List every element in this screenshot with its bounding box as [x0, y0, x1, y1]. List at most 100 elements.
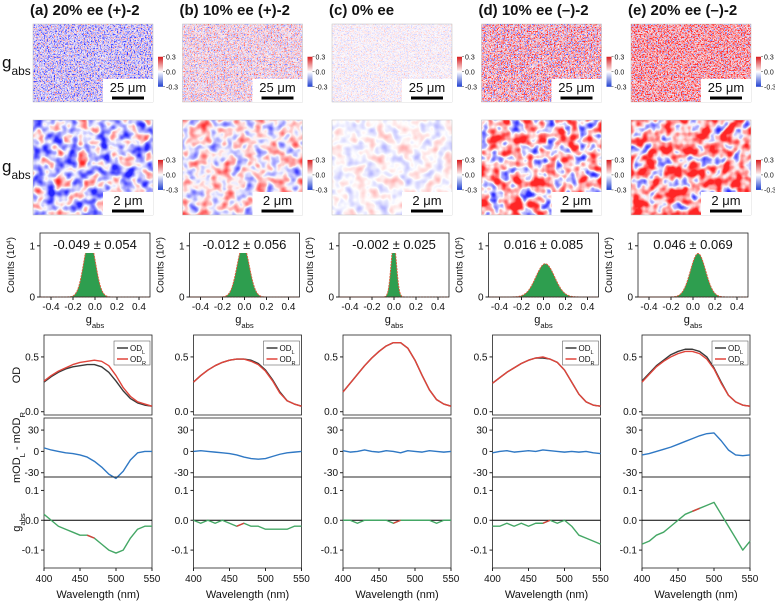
- x-tick-label: 0.2: [409, 302, 423, 313]
- series-line: [193, 450, 302, 460]
- scale-bar-box: [551, 79, 602, 102]
- scale-bar-label: 25 μm: [259, 80, 295, 95]
- x-tick-label: 0.2: [110, 302, 124, 313]
- x-tick-label: 0.4: [431, 302, 445, 313]
- y-axis-label-part: ): [305, 237, 316, 240]
- legend-label-part: R: [591, 361, 595, 367]
- x-axis-label-part: abs: [92, 321, 105, 330]
- annotation: 0.046 ± 0.069: [653, 237, 732, 252]
- y-tick-label: 0.1: [324, 486, 338, 497]
- y-tick-label: 0.5: [324, 352, 338, 363]
- y-axis-label-part: 4: [155, 240, 162, 244]
- series-line: [692, 507, 700, 512]
- legend-box: [562, 340, 599, 366]
- panel-title: (a) 20% ee (+)-2: [30, 2, 140, 19]
- colorbar-tick-label: -0.3: [764, 187, 775, 194]
- y-tick-label: 0: [328, 293, 334, 304]
- y-tick-label: 30: [177, 426, 189, 437]
- row-label: gabs: [2, 53, 31, 78]
- x-tick-label: 400: [185, 574, 202, 585]
- legend-label: ODR: [130, 355, 146, 367]
- series-line: [641, 350, 751, 407]
- x-tick-label: 0.2: [260, 302, 274, 313]
- plot-frame: [342, 476, 452, 569]
- y-tick-label: 0.5: [175, 352, 189, 363]
- y-tick-label: 0.1: [474, 486, 488, 497]
- x-axis-label-part: abs: [241, 321, 254, 330]
- y-tick-label: 0.5: [25, 352, 39, 363]
- x-axis-label: Wavelength (nm): [505, 589, 588, 601]
- x-tick-label: 400: [484, 574, 501, 585]
- colorbar-tick-label: -0.3: [316, 84, 328, 91]
- y-tick-label: -0.1: [321, 546, 339, 557]
- colorbar-tick-label: -0.3: [465, 187, 477, 194]
- y-tick-label: 0.0: [324, 516, 338, 527]
- series-line: [193, 358, 302, 407]
- y-axis-label-part: Counts (10: [455, 244, 466, 293]
- row-label-part: g: [2, 157, 11, 176]
- y-tick-label: -30: [623, 468, 638, 479]
- colorbar-tick-label: 0.0: [316, 172, 326, 179]
- y-tick-label: 30: [28, 426, 40, 437]
- scale-bar-box: [103, 192, 153, 215]
- panel-title: (b) 10% ee (+)-2: [180, 2, 290, 19]
- y-tick-label: 30: [476, 426, 488, 437]
- plot-frame: [43, 334, 153, 416]
- colorbar-tick-label: -0.3: [166, 84, 178, 91]
- y-axis-label: Counts (104): [454, 237, 466, 293]
- y-axis-label-part: Counts (10: [6, 244, 17, 293]
- scale-bar-label: 25 μm: [409, 80, 445, 95]
- y-axis-label-part: ): [604, 237, 615, 240]
- x-axis-label: gabs: [534, 314, 553, 330]
- x-tick-label: 0.4: [730, 302, 744, 313]
- x-tick-label: 0.4: [132, 302, 146, 313]
- x-tick-label: 450: [72, 574, 89, 585]
- y-axis-label: gabs: [11, 513, 27, 532]
- y-tick-label: -30: [324, 468, 339, 479]
- x-tick-label: -0.4: [192, 302, 210, 313]
- plot-frame: [342, 334, 452, 416]
- y-tick-label: 0: [631, 447, 637, 458]
- y-tick-label: 1: [29, 241, 35, 252]
- x-axis-label-part: g: [235, 314, 241, 326]
- scale-bar-box: [103, 79, 153, 102]
- colorbar: [307, 56, 313, 87]
- x-tick-label: 550: [443, 574, 460, 585]
- colorbar: [606, 159, 612, 190]
- x-tick-label: 0.4: [581, 302, 595, 313]
- series-line: [193, 519, 302, 530]
- plot-frame: [492, 417, 601, 478]
- y-tick-label: 0: [332, 447, 338, 458]
- colorbar: [756, 56, 761, 87]
- y-tick-label: -30: [25, 468, 40, 479]
- legend-label-part: L: [591, 350, 594, 356]
- legend-box: [113, 340, 151, 366]
- x-axis-label-part: abs: [540, 321, 553, 330]
- x-axis-label-part: Wavelength (nm): [206, 589, 289, 601]
- colorbar-tick-label: 0.0: [465, 172, 475, 179]
- colorbar: [756, 159, 761, 190]
- plot-frame: [641, 334, 751, 416]
- y-axis-label-part: 4: [6, 240, 13, 244]
- colorbar: [158, 159, 163, 190]
- x-axis-label-part: g: [385, 314, 391, 326]
- y-tick-label: 0.0: [25, 407, 39, 418]
- plot-frame: [193, 417, 302, 478]
- x-tick-label: 450: [371, 574, 388, 585]
- colorbar-tick-label: 0.0: [615, 69, 625, 76]
- x-tick-label: 400: [634, 574, 651, 585]
- legend-label: ODL: [579, 344, 594, 356]
- x-tick-label: 0.0: [387, 302, 401, 313]
- scale-bar-box: [701, 79, 751, 102]
- plot-frame: [342, 417, 452, 478]
- x-tick-label: -0.2: [64, 302, 82, 313]
- heatmap-frame: [32, 23, 154, 103]
- legend-label-part: L: [142, 350, 145, 356]
- legend-label-part: OD: [579, 344, 591, 353]
- legend-label: ODR: [280, 355, 296, 367]
- series-line: [43, 363, 153, 407]
- legend-label: ODL: [130, 344, 145, 356]
- scale-bar-box: [701, 192, 751, 215]
- y-tick-label: 0: [183, 447, 189, 458]
- y-axis-label-part: abs: [18, 513, 27, 526]
